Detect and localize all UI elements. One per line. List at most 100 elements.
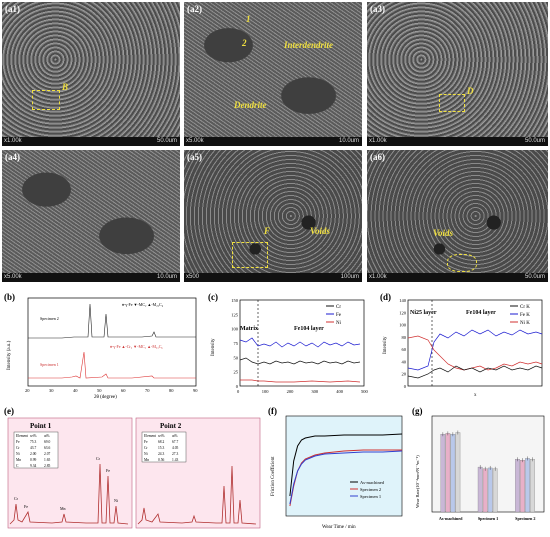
linescan-ni-k: [407, 335, 543, 371]
panel-label: (c): [208, 292, 218, 302]
series-top-label: Specimen 2: [40, 316, 59, 321]
tick-label: 0: [236, 384, 239, 389]
x-axis-label: x: [474, 393, 477, 398]
y-axis-label: Intensity (a.u.): [7, 340, 12, 370]
panel-c-linescan: (c) Intensity Matrix Fe104 layer Cr Fe N…: [206, 290, 372, 400]
tick-label: 60: [402, 347, 407, 352]
table-cell: Ni: [16, 452, 20, 456]
table-cell: 0.99: [30, 458, 36, 462]
panel-label: (a2): [187, 4, 202, 14]
x-axis-label: Wear Time / min: [322, 525, 356, 530]
tick-label: 20: [25, 388, 30, 393]
linescan-plot-d: (d) Intensity x Ni25 layer Fe104 layer C…: [380, 292, 543, 398]
category-labels: As-machined Specimen 1 Specimen 2: [439, 516, 536, 521]
x-tick-labels: 20 30 40 50 60 70 80 90: [25, 388, 198, 393]
wear-bars: [440, 430, 535, 513]
table-cell: 4.05: [172, 446, 178, 450]
tick-label: 0: [404, 384, 407, 389]
wear-bar: [530, 459, 535, 513]
tick-label: 150: [231, 298, 239, 303]
eds-spectrum-1: [9, 463, 129, 525]
point-2-title: Point 2: [160, 422, 182, 430]
wear-bar: [440, 434, 446, 513]
table-cell: 43.7: [30, 446, 36, 450]
panel-label: (a3): [370, 4, 385, 14]
wear-bar: [492, 468, 498, 513]
dendrite-label: Dendrite: [234, 100, 267, 110]
linescan-fe: [239, 337, 361, 348]
tick-label: 50: [234, 355, 239, 360]
y-tick-labels: 0 20 40 60 80 100 120 140: [399, 298, 407, 389]
tick-label: 300: [311, 389, 319, 394]
wear-bar: [482, 468, 488, 513]
tick-label: 30: [49, 388, 54, 393]
y-axis-label: Intensity: [383, 336, 388, 354]
svg-text:Cr K: Cr K: [520, 305, 530, 310]
category-label: Specimen 1: [478, 516, 498, 521]
point-2-table: Element wt% at% Fe 68.2 67.7 Cr 15.3 4.05 Ni 24.3 2…: [141, 431, 187, 463]
table-cell: wt%: [158, 434, 165, 438]
wear-bar: [455, 432, 461, 513]
tick-label: 100: [399, 323, 407, 328]
point-2-label: 2: [242, 38, 247, 48]
point-1-title: Point 1: [30, 422, 52, 430]
panel-b-xrd: (b) Intensity (a.u.) 2θ (degree) ♦-γ-Fe …: [2, 290, 202, 400]
wear-bar: [515, 459, 520, 513]
tick-label: 90: [193, 388, 198, 393]
scale-bar: x1.00k 50.0um: [367, 137, 548, 146]
table-cell: Fe: [144, 440, 148, 444]
svg-text:As-machined: As-machined: [360, 480, 385, 485]
tick-label: 140: [399, 298, 407, 303]
panel-label: (g): [412, 406, 423, 416]
wear-bar: [520, 460, 525, 513]
peak-label: Fe: [24, 504, 28, 509]
region-label: B: [62, 82, 69, 92]
panel-label: (b): [4, 292, 15, 302]
tick-label: 125: [231, 312, 239, 317]
panel-f-friction: (f) Friction Coefficient Wear Time / min…: [266, 404, 406, 532]
peak-label: Mn: [60, 506, 66, 511]
panel-g-wear: (g) Wear Rate(10⁻⁴mm³N⁻¹m⁻¹) As-machined…: [410, 404, 548, 532]
tick-label: 60: [121, 388, 126, 393]
sem-panel-a3: (a3) D x1.00k 50.0um: [367, 2, 548, 146]
table-cell: Cr: [16, 446, 20, 450]
table-cell: at%: [172, 434, 178, 438]
eds-plot: (e) Point 1 Element wt% at%Fe 75.3 69.0Cr 43.…: [4, 406, 261, 529]
tick-label: 40: [402, 359, 407, 364]
wear-bar: [477, 466, 483, 513]
peak-label: Ni: [114, 498, 119, 503]
sem-panel-a6: (a6) Voids x1.00k 50.0um: [367, 150, 548, 282]
table-cell: Mn: [144, 458, 149, 462]
category-label: Specimen 2: [515, 516, 535, 521]
panel-label: (a4): [5, 152, 20, 162]
table-cell: 24.3: [158, 452, 164, 456]
friction-line: [289, 433, 403, 497]
wear-bar: [445, 433, 451, 513]
panel-label: (a6): [370, 152, 385, 162]
sem-panel-a5: (a5) F Voids x500 100um: [184, 150, 362, 282]
table-cell: 69.0: [44, 440, 50, 444]
tick-label: 80: [169, 388, 174, 393]
svg-text:Cr: Cr: [336, 305, 341, 310]
y-axis-label: Friction Coefficient: [271, 456, 276, 496]
tick-label: 500: [361, 389, 369, 394]
linescan-ni: [240, 379, 361, 383]
wear-bar: [487, 467, 493, 513]
table-cell: 9.34: [30, 464, 36, 468]
voids-box: [447, 254, 477, 272]
region-box: [32, 90, 60, 110]
table-cell: 27.3: [172, 452, 178, 456]
panel-label: (f): [268, 406, 277, 416]
table-cell: 2.07: [44, 452, 50, 456]
y-axis-label: Intensity: [211, 338, 216, 356]
table-cell: Element: [144, 434, 156, 438]
eds-spectrum-2: [137, 465, 257, 525]
table-cell: wt%: [30, 434, 37, 438]
region-label: D: [467, 86, 474, 96]
peak-label: Cr: [96, 456, 101, 461]
svg-text:Specimen 1: Specimen 1: [360, 494, 381, 499]
x-tick-labels: 0 100 200 300 400 500: [237, 389, 369, 394]
panel-label: (d): [380, 292, 391, 302]
wear-bar: [525, 458, 530, 513]
matrix-label: Matrix: [240, 326, 258, 332]
